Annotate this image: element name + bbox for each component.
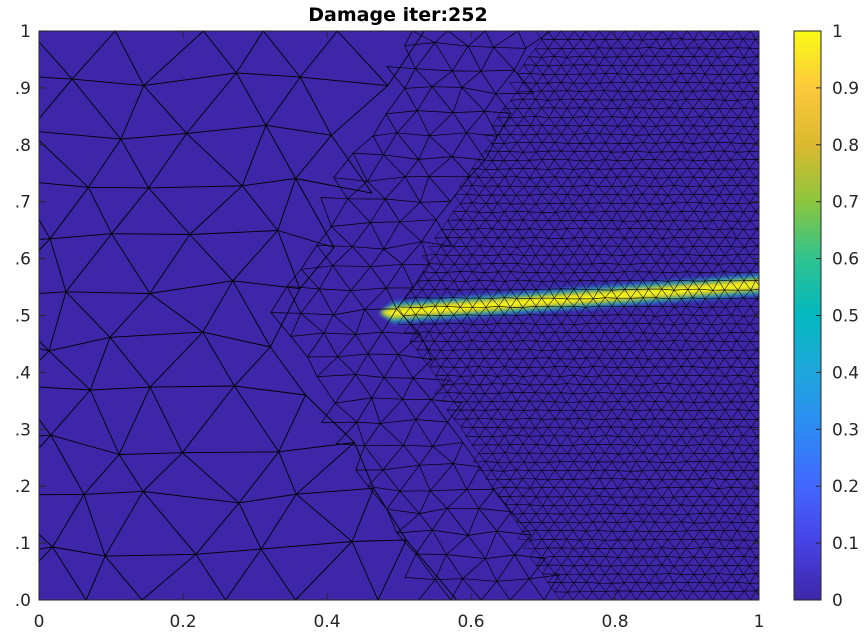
y-tick-label: .9 xyxy=(15,79,31,99)
colorbar-tick-label: 0.8 xyxy=(832,136,859,156)
colorbar-tick-label: 0.1 xyxy=(832,534,859,554)
x-axis: 0 0.2 0.4 0.6 0.8 1 xyxy=(34,31,765,632)
colorbar-tick-label: 0.9 xyxy=(832,79,859,99)
x-tick-label: 0.4 xyxy=(313,612,340,632)
colorbar-tick-label: 0.3 xyxy=(832,420,859,440)
chart-title: Damage iter:252 xyxy=(308,4,487,26)
y-tick-label: .2 xyxy=(15,477,31,497)
colorbar-ticks: 0 0.1 0.2 0.3 0.4 0.5 0.6 0.7 0.8 0.9 1 xyxy=(816,22,859,611)
y-axis: .0 .1 .2 .3 .4 .5 .6 .7 .8 .9 1 xyxy=(15,22,759,611)
colorbar: 0 0.1 0.2 0.3 0.4 0.5 0.6 0.7 0.8 0.9 1 xyxy=(793,22,859,611)
y-tick-label: .7 xyxy=(15,193,31,213)
colorbar-tick-label: 0.2 xyxy=(832,477,859,497)
triangle-mesh xyxy=(39,31,759,600)
colorbar-tick-label: 0 xyxy=(832,591,843,611)
mesh-edges xyxy=(270,31,560,600)
colorbar-tick-label: 1 xyxy=(832,22,843,42)
y-tick-label: 1 xyxy=(20,22,31,42)
y-tick-label: .5 xyxy=(15,307,31,327)
colorbar-tick-label: 0.5 xyxy=(832,307,859,327)
y-tick-label: .1 xyxy=(15,534,31,554)
x-tick-label: 0.6 xyxy=(457,612,484,632)
x-tick-label: 0.2 xyxy=(169,612,196,632)
y-tick-label: .4 xyxy=(15,363,31,383)
colorbar-tick-label: 0.7 xyxy=(832,193,859,213)
colorbar-tick-label: 0.4 xyxy=(832,363,859,383)
mesh-edges xyxy=(39,31,458,600)
x-tick-label: 0.8 xyxy=(601,612,628,632)
colorbar-tick-label: 0.6 xyxy=(832,250,859,270)
y-tick-label: .3 xyxy=(15,420,31,440)
y-tick-label: .0 xyxy=(15,591,31,611)
y-tick-label: .8 xyxy=(15,136,31,156)
mesh-edges xyxy=(397,31,759,600)
x-tick-label: 1 xyxy=(754,612,765,632)
x-tick-label: 0 xyxy=(34,612,45,632)
crack-band xyxy=(380,273,759,324)
y-tick-label: .6 xyxy=(15,250,31,270)
plot-area xyxy=(39,31,759,600)
